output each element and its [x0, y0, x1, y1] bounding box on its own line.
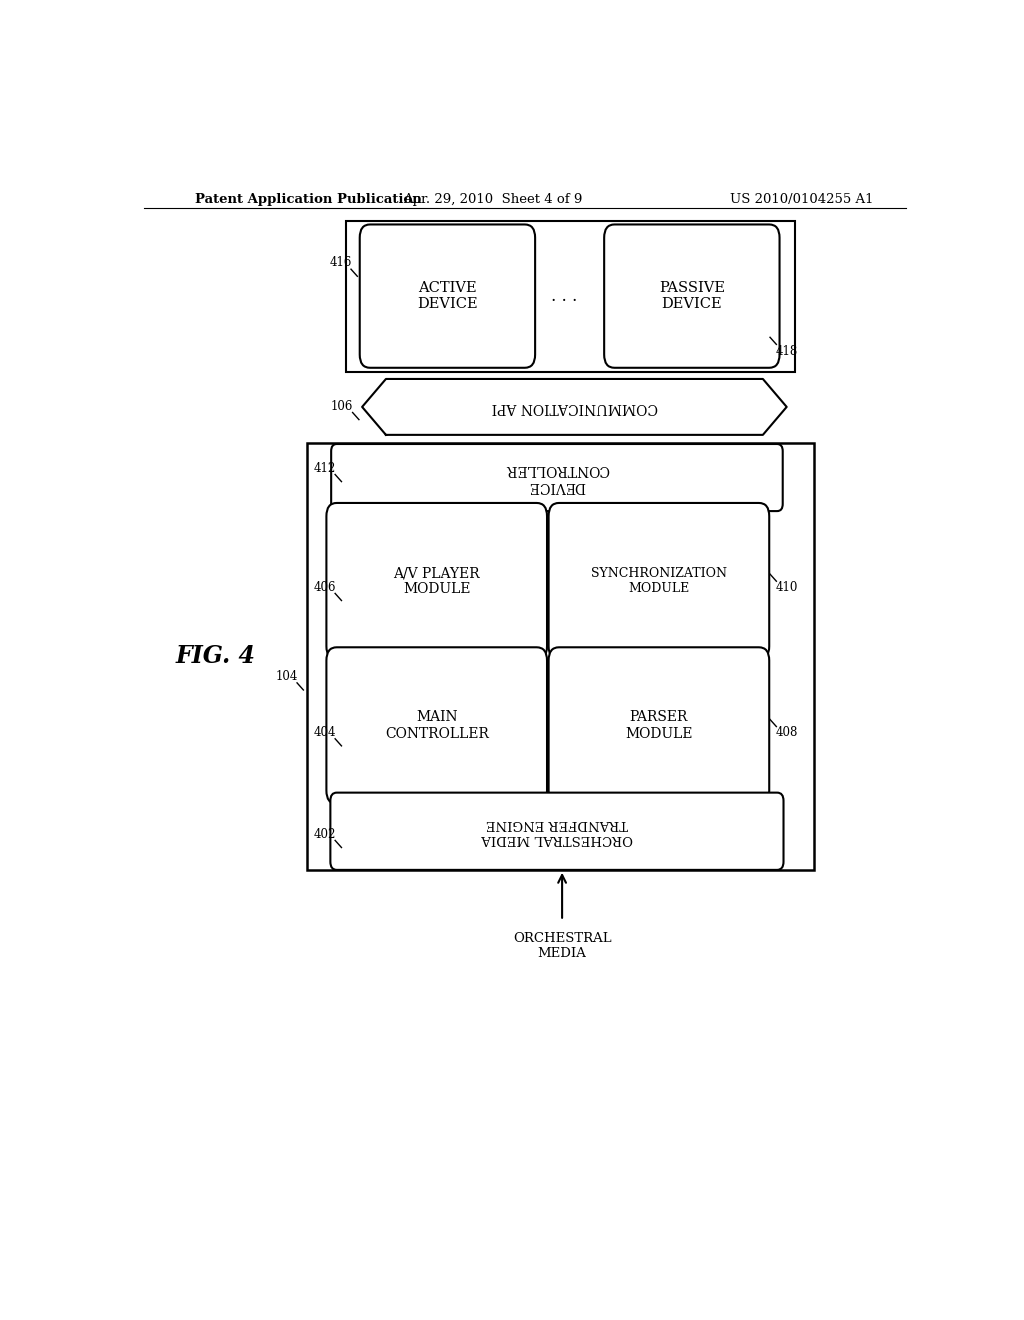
Text: Patent Application Publication: Patent Application Publication	[196, 193, 422, 206]
Polygon shape	[362, 379, 786, 434]
FancyBboxPatch shape	[549, 503, 769, 660]
Text: 406: 406	[313, 581, 336, 594]
Text: 404: 404	[313, 726, 336, 739]
Text: A/V PLAYER
MODULE: A/V PLAYER MODULE	[393, 566, 480, 597]
Text: PASSIVE
DEVICE: PASSIVE DEVICE	[658, 281, 725, 312]
FancyBboxPatch shape	[327, 503, 547, 660]
Text: 416: 416	[330, 256, 352, 268]
Text: DEVICE
CONTROLLER: DEVICE CONTROLLER	[505, 462, 609, 492]
FancyBboxPatch shape	[359, 224, 536, 368]
Text: FIG. 4: FIG. 4	[175, 644, 255, 668]
Text: 104: 104	[275, 671, 298, 684]
Text: ORCHESTRAL MEDIA
TRANDFER ENGINE: ORCHESTRAL MEDIA TRANDFER ENGINE	[481, 817, 633, 845]
Text: ORCHESTRAL
MEDIA: ORCHESTRAL MEDIA	[513, 932, 611, 960]
Text: 402: 402	[313, 828, 336, 841]
FancyBboxPatch shape	[331, 792, 783, 870]
Bar	[346, 222, 795, 372]
Text: . . .: . . .	[551, 288, 578, 305]
Bar	[306, 444, 814, 870]
Text: Apr. 29, 2010  Sheet 4 of 9: Apr. 29, 2010 Sheet 4 of 9	[403, 193, 583, 206]
Text: 412: 412	[313, 462, 336, 475]
Text: SYNCHRONIZATION
MODULE: SYNCHRONIZATION MODULE	[591, 568, 727, 595]
Text: US 2010/0104255 A1: US 2010/0104255 A1	[730, 193, 873, 206]
Text: 106: 106	[331, 400, 353, 413]
FancyBboxPatch shape	[327, 647, 547, 804]
Text: MAIN
CONTROLLER: MAIN CONTROLLER	[385, 710, 488, 741]
Text: PARSER
MODULE: PARSER MODULE	[626, 710, 692, 741]
FancyBboxPatch shape	[604, 224, 779, 368]
Text: 418: 418	[775, 345, 798, 358]
Text: ACTIVE
DEVICE: ACTIVE DEVICE	[417, 281, 478, 312]
Text: 408: 408	[775, 726, 798, 739]
Text: 410: 410	[775, 581, 798, 594]
Text: COMMUNICATION API: COMMUNICATION API	[492, 400, 657, 414]
FancyBboxPatch shape	[331, 444, 782, 511]
FancyBboxPatch shape	[549, 647, 769, 804]
